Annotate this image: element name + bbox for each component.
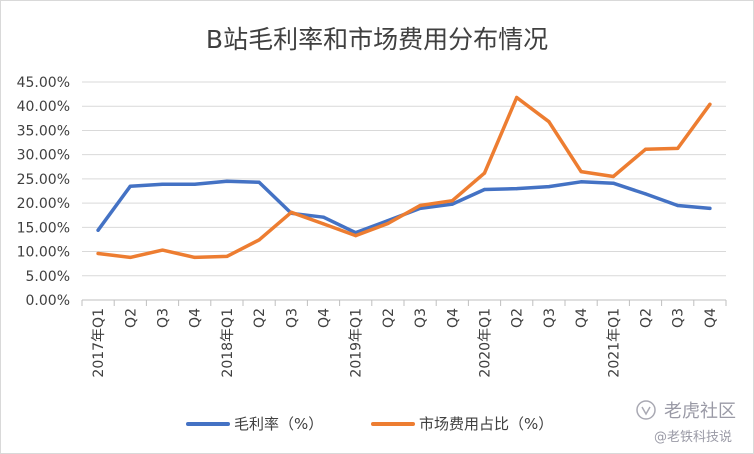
watermark-main: 老虎社区 [664, 401, 736, 422]
series-1-point [708, 102, 712, 106]
y-tick-label: 15.00% [17, 220, 70, 236]
series-1-point [160, 248, 165, 252]
series-1-point [289, 210, 293, 214]
series-1-point [96, 251, 100, 256]
x-tick-label: Q2 [510, 308, 526, 328]
y-tick-label: 35.00% [17, 123, 70, 139]
x-tick-label: 2021年Q1 [606, 308, 622, 378]
x-tick-label: Q3 [156, 308, 172, 328]
series-1-point [643, 147, 648, 151]
legend: 毛利率（%） 市场费用占比（%） [186, 415, 553, 433]
series-1-point [386, 221, 390, 226]
series-0-point [579, 180, 583, 184]
x-tick-label: Q3 [413, 308, 429, 328]
x-tick-label: Q3 [284, 308, 300, 328]
legend-label-1: 市场费用占比（%） [419, 415, 553, 433]
y-tick-label: 10.00% [17, 245, 70, 261]
x-tick-label: Q4 [188, 308, 204, 328]
series-0-point [547, 185, 551, 189]
series-1-point [579, 170, 583, 174]
series-1-point [225, 254, 229, 258]
y-tick-label: 20.00% [17, 196, 70, 212]
x-axis-ticks: 2017年Q1 Q2 Q3 Q4 2018年Q1 Q2 Q3 Q4 2019年Q1 Q2 Q3 Q4 2… [81, 300, 727, 378]
series-0-point [160, 182, 165, 186]
x-tick-label: Q2 [123, 308, 139, 328]
watermark: 老虎社区 @老铁科技说 [636, 400, 736, 445]
y-tick-label: 45.00% [17, 75, 70, 91]
series-1-point [515, 95, 519, 100]
series-0-point [676, 203, 680, 208]
series-lines [96, 95, 712, 260]
y-tick-label: 25.00% [17, 172, 70, 188]
series-1-point [257, 238, 261, 242]
series-0-point [708, 206, 712, 210]
x-tick-label: Q3 [542, 308, 558, 328]
series-line-1 [96, 95, 712, 260]
series-0-point [321, 215, 326, 219]
x-tick-label: 2019年Q1 [349, 308, 365, 378]
x-tick-label: 2017年Q1 [91, 308, 107, 378]
x-tick-label: Q4 [445, 308, 461, 328]
series-1-point [128, 255, 132, 259]
series-1-point [482, 171, 487, 175]
series-1-point [193, 255, 197, 259]
x-tick-label: Q4 [574, 308, 590, 328]
series-0-point [225, 179, 229, 183]
watermark-sub: @老铁科技说 [654, 430, 732, 445]
series-0-point [193, 182, 197, 186]
gridlines [82, 81, 726, 301]
series-1-point [611, 174, 615, 179]
x-tick-label: Q2 [639, 308, 655, 328]
series-1-point [418, 203, 422, 208]
y-axis-ticks: 0.00% 5.00% 10.00% 15.00% 20.00% 25.00% 30.00%… [17, 75, 70, 309]
y-tick-label: 30.00% [17, 148, 70, 164]
watermark-logo-icon [636, 400, 656, 420]
x-tick-label: Q3 [671, 308, 687, 328]
y-tick-label: 5.00% [26, 269, 70, 285]
series-1-point [354, 234, 358, 238]
y-tick-label: 40.00% [17, 99, 70, 115]
series-0-point [257, 180, 261, 184]
series-0-point [482, 187, 487, 192]
series-0-point [515, 187, 519, 191]
series-0-point [643, 192, 648, 196]
chart-title: B站毛利率和市场费用分布情况 [206, 25, 548, 54]
y-tick-label: 0.00% [26, 293, 70, 309]
series-1-point [450, 199, 454, 203]
x-tick-label: Q2 [252, 308, 268, 328]
legend-label-0: 毛利率（%） [234, 415, 323, 433]
series-0-point [96, 228, 100, 232]
series-1-point [547, 120, 551, 124]
x-tick-label: 2018年Q1 [220, 308, 236, 378]
series-1-point [321, 222, 326, 226]
x-tick-label: 2020年Q1 [478, 308, 494, 378]
series-0-point [611, 181, 615, 185]
x-tick-label: Q4 [317, 308, 333, 328]
x-tick-label: Q4 [703, 308, 719, 328]
x-tick-label: Q2 [381, 308, 397, 328]
series-1-point [676, 146, 680, 150]
series-0-point [450, 202, 454, 206]
series-0-point [128, 184, 132, 188]
